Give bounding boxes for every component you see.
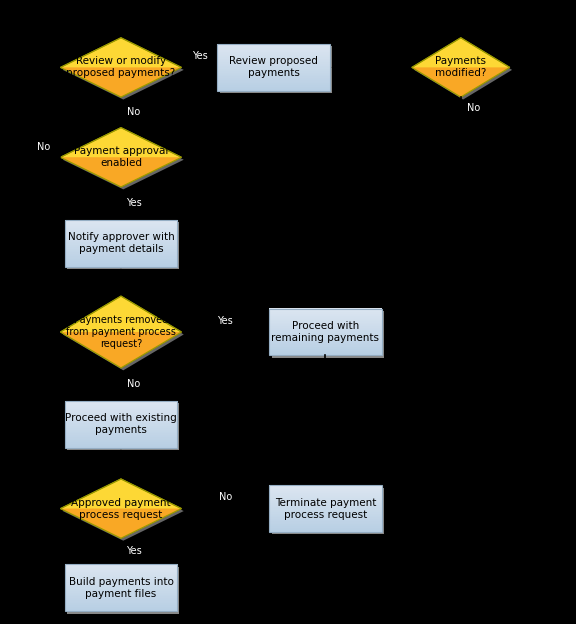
Polygon shape [414, 41, 512, 100]
Polygon shape [60, 332, 181, 368]
Polygon shape [60, 157, 181, 187]
Text: Yes: Yes [126, 198, 142, 208]
Text: Payment approval
enabled: Payment approval enabled [74, 146, 168, 168]
Text: Review proposed
payments: Review proposed payments [229, 56, 318, 79]
Polygon shape [60, 37, 181, 97]
Polygon shape [63, 130, 184, 190]
Text: Notify approver with
payment details: Notify approver with payment details [67, 232, 175, 255]
Text: Payments removed
from payment process
request?: Payments removed from payment process re… [66, 315, 176, 349]
Text: Yes: Yes [126, 546, 142, 557]
Text: No: No [219, 492, 232, 502]
Polygon shape [60, 128, 181, 187]
Polygon shape [412, 67, 510, 97]
Polygon shape [60, 509, 181, 538]
FancyBboxPatch shape [219, 47, 332, 94]
Polygon shape [63, 41, 184, 100]
Text: Payments
modified?: Payments modified? [435, 56, 487, 79]
Polygon shape [63, 482, 184, 540]
FancyBboxPatch shape [271, 488, 384, 534]
Text: No: No [467, 103, 480, 114]
Text: Build payments into
payment files: Build payments into payment files [69, 577, 173, 599]
FancyBboxPatch shape [67, 223, 180, 270]
Text: Proceed with
remaining payments: Proceed with remaining payments [271, 321, 380, 343]
Polygon shape [60, 67, 181, 97]
FancyBboxPatch shape [67, 403, 180, 451]
FancyBboxPatch shape [271, 311, 384, 358]
Text: Terminate payment
process request: Terminate payment process request [275, 497, 376, 520]
Polygon shape [412, 37, 510, 97]
Text: No: No [36, 142, 50, 152]
Text: Review or modify
proposed payments?: Review or modify proposed payments? [66, 56, 176, 79]
FancyBboxPatch shape [67, 567, 180, 614]
Polygon shape [60, 479, 181, 538]
Text: No: No [127, 379, 141, 389]
Text: Proceed with existing
payments: Proceed with existing payments [65, 413, 177, 436]
Text: Yes: Yes [218, 316, 233, 326]
Polygon shape [60, 296, 181, 368]
Text: Approved payment
process request: Approved payment process request [71, 497, 170, 520]
Polygon shape [63, 298, 184, 371]
Text: Yes: Yes [192, 51, 207, 61]
Text: No: No [127, 107, 141, 117]
